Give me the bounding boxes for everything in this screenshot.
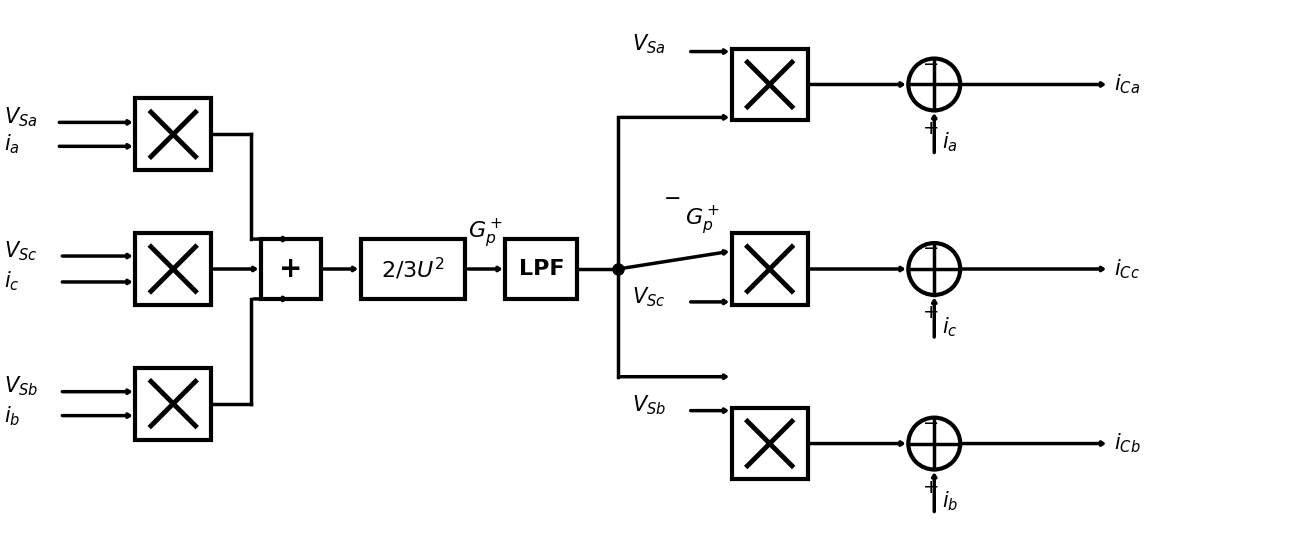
Text: $i_{Ca}$: $i_{Ca}$: [1114, 73, 1140, 96]
Text: $i_a$: $i_a$: [942, 130, 958, 154]
Text: $-$: $-$: [923, 412, 938, 431]
Circle shape: [909, 418, 961, 469]
Bar: [135, 99, 212, 170]
Text: $-$: $-$: [663, 187, 680, 207]
Text: $V_{Sa}$: $V_{Sa}$: [4, 106, 38, 129]
Bar: [135, 368, 212, 440]
Text: $i_{Cb}$: $i_{Cb}$: [1114, 432, 1141, 455]
Text: $i_b$: $i_b$: [4, 405, 19, 429]
Bar: [261, 239, 321, 299]
Text: $i_a$: $i_a$: [4, 133, 19, 156]
Bar: [361, 239, 466, 299]
Text: $i_c$: $i_c$: [942, 315, 958, 338]
Text: $V_{Sb}$: $V_{Sb}$: [632, 394, 666, 417]
Bar: [732, 233, 807, 305]
Text: $i_b$: $i_b$: [942, 489, 959, 513]
Text: $+$: $+$: [922, 119, 938, 138]
Text: $-$: $-$: [923, 238, 938, 257]
Text: $V_{Sa}$: $V_{Sa}$: [632, 33, 666, 57]
Text: $i_{Cc}$: $i_{Cc}$: [1114, 257, 1140, 281]
Text: $2/3U^2$: $2/3U^2$: [382, 256, 445, 282]
Text: $G_p^+$: $G_p^+$: [685, 205, 720, 237]
Text: +: +: [279, 255, 302, 283]
Text: $V_{Sb}$: $V_{Sb}$: [4, 375, 38, 398]
Bar: [505, 239, 578, 299]
Text: $+$: $+$: [922, 478, 938, 497]
Text: LPF: LPF: [518, 259, 565, 279]
Bar: [732, 49, 807, 120]
Text: $V_{Sc}$: $V_{Sc}$: [4, 239, 38, 263]
Text: $i_c$: $i_c$: [4, 269, 19, 293]
Text: $+$: $+$: [922, 303, 938, 322]
Circle shape: [909, 59, 961, 110]
Text: $-$: $-$: [923, 53, 938, 72]
Bar: [135, 233, 212, 305]
Bar: [732, 407, 807, 480]
Text: $G_p^+$: $G_p^+$: [467, 218, 504, 250]
Text: $V_{Sc}$: $V_{Sc}$: [632, 285, 666, 309]
Circle shape: [909, 243, 961, 295]
